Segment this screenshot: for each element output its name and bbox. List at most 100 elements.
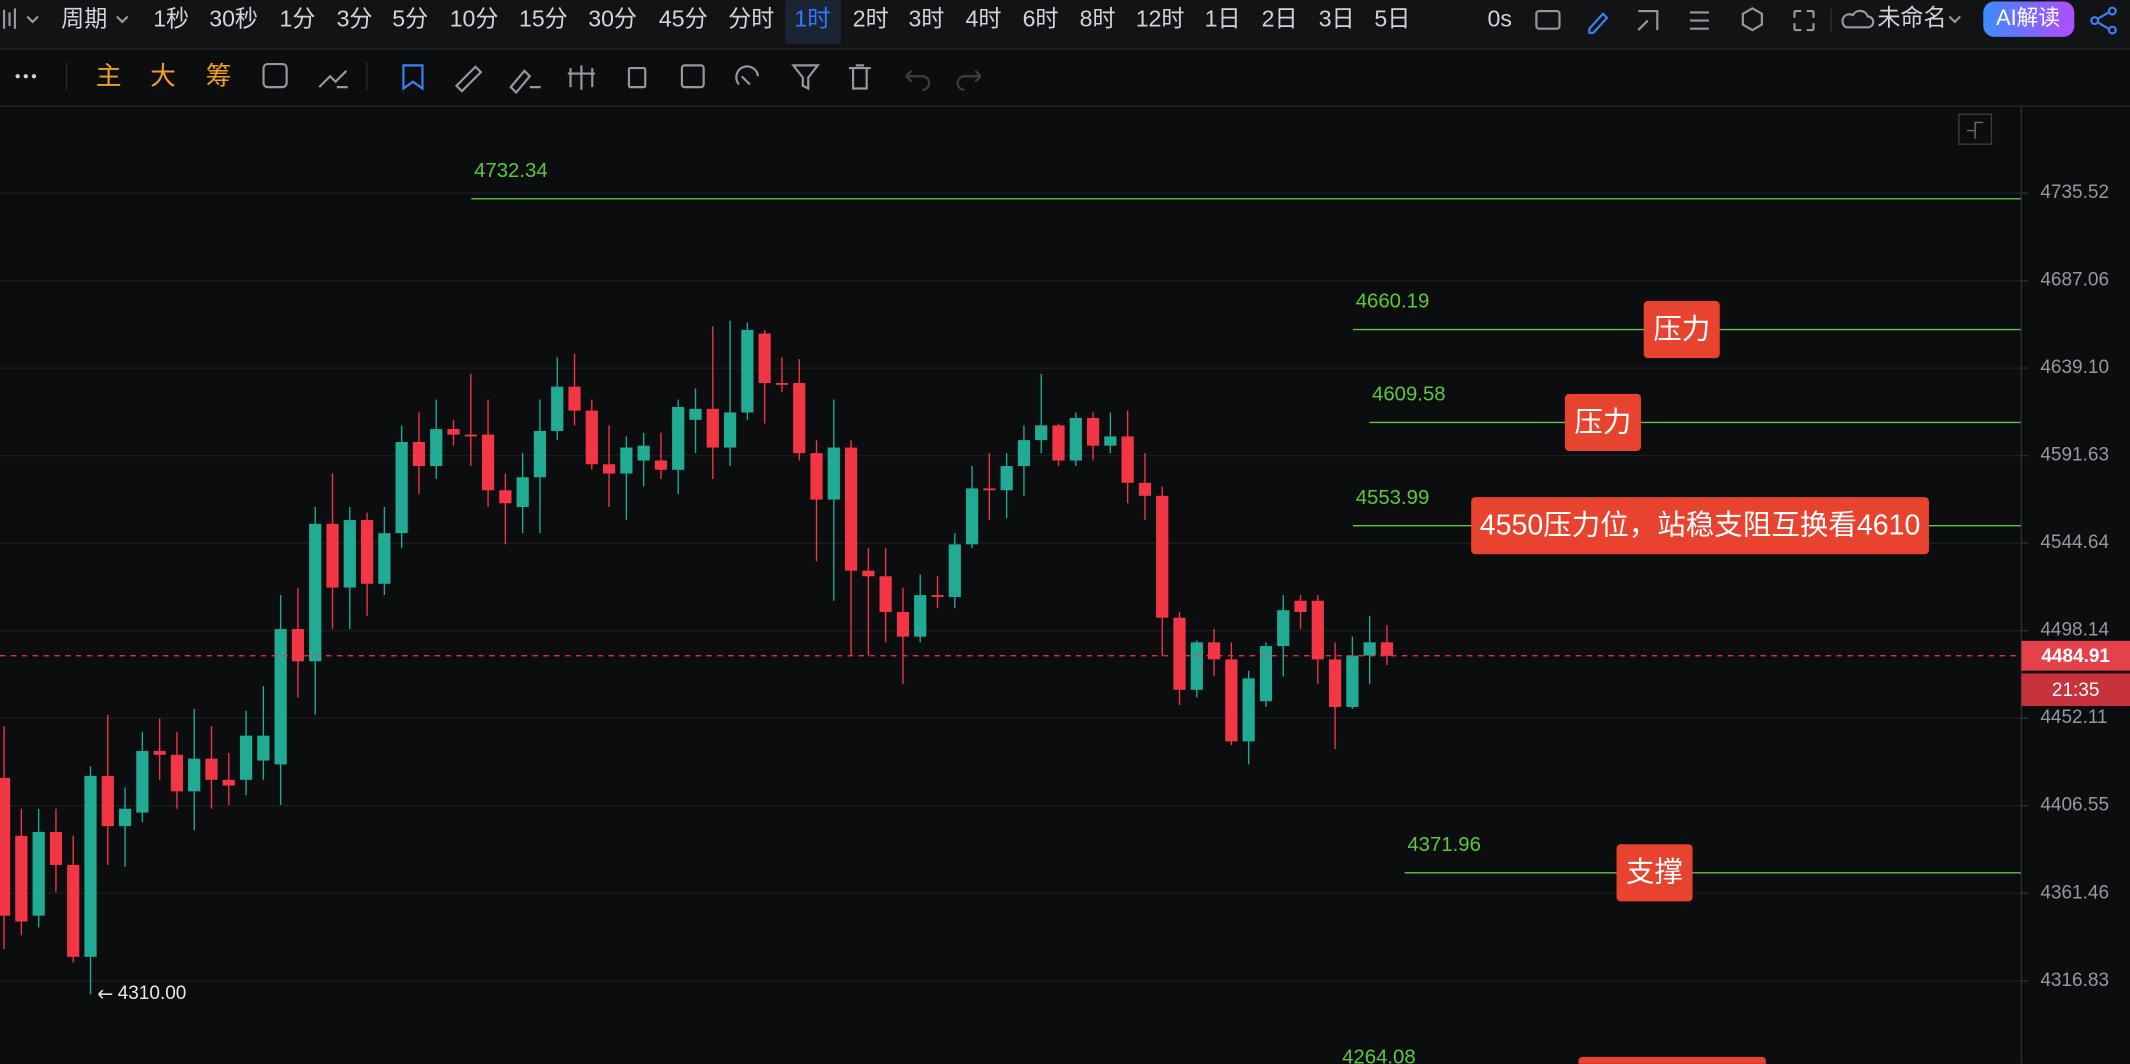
note-text: 4550压力位，站稳支阻互换看4610 xyxy=(1480,510,1921,542)
y-tick-label: 4361.46 xyxy=(2040,882,2109,903)
candle-body xyxy=(205,758,218,780)
magnet-icon[interactable] xyxy=(735,65,760,86)
more-dot[interactable] xyxy=(31,74,37,79)
list-icon[interactable] xyxy=(1689,11,1709,30)
period-tab[interactable]: 45分 xyxy=(659,6,708,32)
low-arrow xyxy=(98,989,113,999)
period-tab[interactable]: 1日 xyxy=(1205,6,1241,32)
grid xyxy=(0,192,2022,982)
period-tab[interactable]: 4时 xyxy=(966,6,1002,32)
period-tab[interactable]: 5分 xyxy=(392,6,428,32)
candle-body xyxy=(1294,600,1307,613)
last-price-label: 4484.91 xyxy=(2041,646,2110,667)
pattern-icon[interactable] xyxy=(567,65,595,90)
fullscreen-icon[interactable] xyxy=(1793,9,1815,32)
text-icon[interactable] xyxy=(627,67,647,89)
indicator-button[interactable]: 筹 xyxy=(206,61,232,90)
candles xyxy=(0,320,1394,995)
period-tab[interactable]: 1秒 xyxy=(153,6,189,32)
redo-icon[interactable] xyxy=(956,70,982,91)
candle-body xyxy=(793,383,806,454)
tool-icon[interactable] xyxy=(262,62,288,89)
candle-body xyxy=(1242,678,1255,742)
delete-icon[interactable] xyxy=(849,64,871,90)
level-label: 4660.19 xyxy=(1356,291,1430,313)
period-tab[interactable]: 1时 xyxy=(794,6,830,32)
layout-name[interactable]: 未命名 xyxy=(1877,4,1946,30)
candle-body xyxy=(551,386,564,431)
candle-body xyxy=(1363,642,1376,656)
tool-icon[interactable] xyxy=(318,70,348,89)
candle-body xyxy=(862,570,875,577)
period-tab[interactable]: 10分 xyxy=(450,6,499,32)
cloud-icon[interactable] xyxy=(1841,9,1875,29)
y-tick-label: 4544.64 xyxy=(2040,532,2109,553)
period-tab[interactable]: 15分 xyxy=(519,6,568,32)
candle-body xyxy=(118,808,132,827)
indicator-button[interactable]: 主 xyxy=(96,61,122,90)
scale-button[interactable] xyxy=(1958,113,1993,145)
filter-icon[interactable] xyxy=(791,64,820,91)
period-tab[interactable]: 2日 xyxy=(1262,6,1298,32)
y-tick-label: 4639.10 xyxy=(2040,357,2109,378)
candle-body xyxy=(447,429,460,435)
period-tab[interactable]: 3日 xyxy=(1319,6,1355,32)
period-tab[interactable]: 5日 xyxy=(1374,6,1410,32)
undo-icon[interactable] xyxy=(905,70,931,91)
period-tab[interactable]: 6时 xyxy=(1023,6,1059,32)
note-box xyxy=(1564,393,1641,451)
candle-body xyxy=(1017,440,1031,467)
ai-button-label[interactable]: AI解读 xyxy=(1996,5,2060,30)
settings-icon[interactable] xyxy=(1741,7,1763,32)
pen-icon[interactable] xyxy=(509,69,541,95)
period-tab[interactable]: 30分 xyxy=(588,6,637,32)
ai-button[interactable] xyxy=(1983,1,2075,37)
candle-body xyxy=(32,831,45,916)
period-tab[interactable]: 3时 xyxy=(908,6,944,32)
period-tab[interactable]: 1分 xyxy=(280,6,316,32)
candle-body xyxy=(758,333,771,384)
more-dot[interactable] xyxy=(15,74,20,79)
level-label: 4732.34 xyxy=(474,160,548,182)
tool-icon[interactable] xyxy=(402,64,424,91)
candle-body xyxy=(1277,610,1290,647)
chevron[interactable] xyxy=(116,15,129,24)
period-tab[interactable]: 3分 xyxy=(337,6,373,32)
period-tab[interactable]: 分时 xyxy=(728,6,774,32)
period-tab[interactable]: 2时 xyxy=(853,6,889,32)
candle-body xyxy=(672,406,685,470)
period-tab[interactable]: 30秒 xyxy=(209,6,258,32)
chart-type-icon[interactable] xyxy=(2,8,17,29)
chevron[interactable] xyxy=(26,15,39,24)
y-tick-label: 4316.83 xyxy=(2040,970,2109,991)
candle-body xyxy=(412,442,426,467)
tools-toolbar: 主大 筹 xyxy=(15,61,982,95)
more-dot[interactable] xyxy=(23,74,28,79)
last-price-tag xyxy=(2021,640,2130,671)
camera-icon[interactable] xyxy=(1535,9,1561,30)
candle-body xyxy=(395,442,408,534)
candle-body xyxy=(222,779,235,786)
draw-icon[interactable] xyxy=(1588,12,1609,34)
resize-icon[interactable] xyxy=(1637,9,1659,31)
indicator-button[interactable]: 大 xyxy=(150,61,176,90)
candle-body xyxy=(879,576,892,613)
y-tick-label: 4591.63 xyxy=(2040,445,2109,466)
period-tab[interactable]: 8时 xyxy=(1080,6,1116,32)
ruler-icon[interactable] xyxy=(454,65,483,93)
note-text: 支撑 xyxy=(1626,857,1683,889)
candle-body xyxy=(67,864,80,957)
candle-body xyxy=(827,447,840,500)
candle-body xyxy=(257,735,270,761)
note-box xyxy=(1471,497,1929,555)
candle-body xyxy=(931,595,944,597)
refresh-rate[interactable]: 0s xyxy=(1488,6,1512,32)
note-icon[interactable] xyxy=(680,64,705,89)
candle-body xyxy=(188,758,201,792)
candle-body xyxy=(343,520,356,588)
period-tab[interactable]: 12时 xyxy=(1136,6,1185,32)
period-menu[interactable]: 周期 xyxy=(61,6,107,32)
chevron[interactable] xyxy=(1948,15,1961,24)
toolbar-bg xyxy=(0,0,2130,48)
